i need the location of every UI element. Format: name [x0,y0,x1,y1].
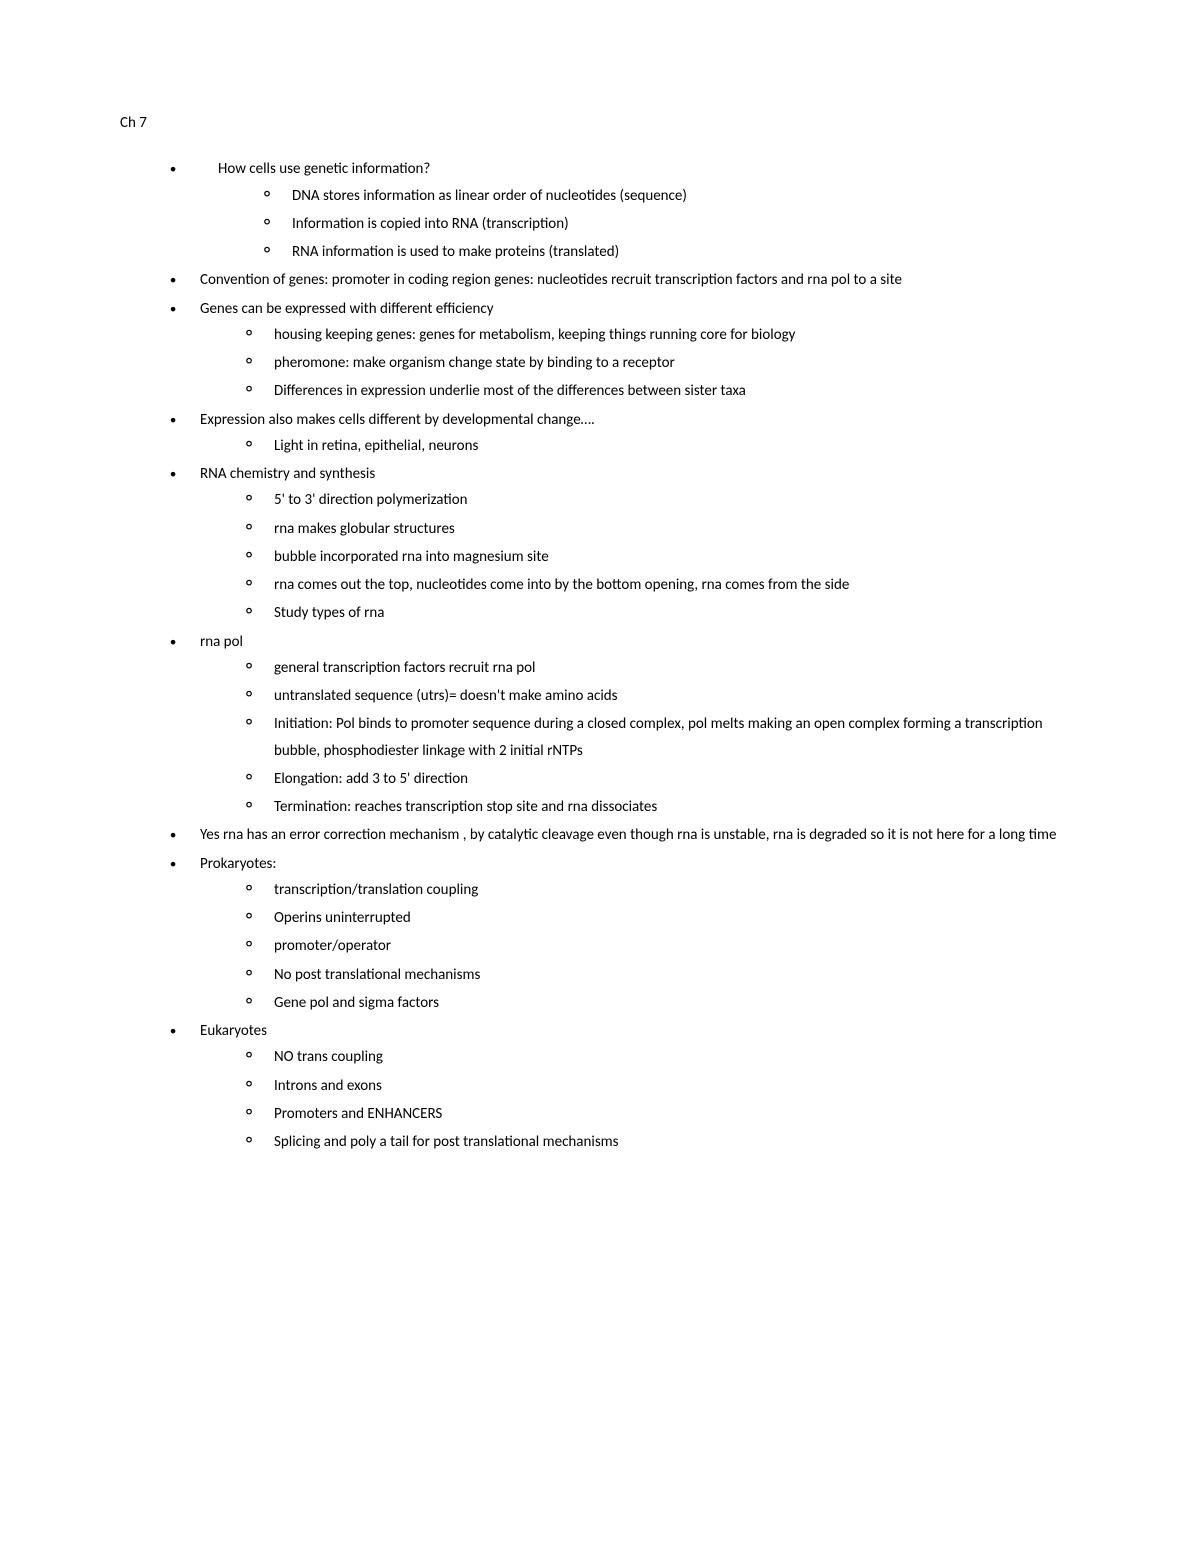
list-item-text: Yes rna has an error correction mechanis… [200,826,1056,844]
list-item: untranslated sequence (utrs)= doesn't ma… [240,683,1080,709]
list-item: Eukaryotes NO trans coupling Introns and e… [160,1018,1080,1155]
list-item-text: Termination: reaches transcription stop … [274,798,657,816]
list-item: Yes rna has an error correction mechanis… [160,822,1080,848]
list-item-text: How cells use genetic information? [218,160,430,178]
list-item: general transcription factors recruit rn… [240,655,1080,681]
list-item: Convention of genes: promoter in coding … [160,267,1080,293]
list-item-text: Differences in expression underlie most … [274,382,746,400]
sublist: housing keeping genes: genes for metabol… [200,322,1080,405]
sublist: DNA stores information as linear order o… [218,183,1080,266]
list-item-text: rna comes out the top, nucleotides come … [274,576,849,594]
list-item-text: rna makes globular structures [274,520,455,538]
list-item-text: RNA chemistry and synthesis [200,465,375,483]
list-item: RNA information is used to make proteins… [258,239,1080,265]
list-item-text: Information is copied into RNA (transcri… [292,215,569,233]
list-item: RNA chemistry and synthesis 5' to 3' dire… [160,461,1080,627]
list-item: bubble incorporated rna into magnesium s… [240,544,1080,570]
list-item: Termination: reaches transcription stop … [240,794,1080,820]
list-item-text: NO trans coupling [274,1048,383,1066]
list-item-text: housing keeping genes: genes for metabol… [274,326,795,344]
list-item: No post translational mechanisms [240,962,1080,988]
list-item: pheromone: make organism change state by… [240,350,1080,376]
list-item: Operins uninterrupted [240,905,1080,931]
list-item-text: No post translational mechanisms [274,966,480,984]
list-item: Expression also makes cells different by… [160,407,1080,460]
list-item-text: Elongation: add 3 to 5' direction [274,770,468,788]
list-item: housing keeping genes: genes for metabol… [240,322,1080,348]
list-item-text: rna pol [200,633,243,651]
list-item-text: Light in retina, epithelial, neurons [274,437,478,455]
list-item-text: transcription/translation coupling [274,881,478,899]
list-item: rna makes globular structures [240,516,1080,542]
list-item-text: general transcription factors recruit rn… [274,659,536,677]
list-item-text: 5' to 3' direction polymerization [274,491,468,509]
outline-list: How cells use genetic information? DNA st… [120,156,1080,1155]
list-item: Light in retina, epithelial, neurons [240,433,1080,459]
list-item-text: Prokaryotes: [200,855,276,873]
list-item: rna pol general transcription factors rec… [160,629,1080,821]
list-item-text: Genes can be expressed with different ef… [200,300,494,318]
list-item-text: Promoters and ENHANCERS [274,1105,442,1123]
list-item-text: Gene pol and sigma factors [274,994,439,1012]
list-item: Gene pol and sigma factors [240,990,1080,1016]
list-item: DNA stores information as linear order o… [258,183,1080,209]
list-item: Introns and exons [240,1073,1080,1099]
list-item-text: bubble incorporated rna into magnesium s… [274,548,549,566]
list-item-text: Convention of genes: promoter in coding … [200,271,902,289]
list-item-text: pheromone: make organism change state by… [274,354,675,372]
list-item: rna comes out the top, nucleotides come … [240,572,1080,598]
list-item-text: promoter/operator [274,937,391,955]
list-item: Prokaryotes: transcription/translation co… [160,851,1080,1017]
list-item-text: Introns and exons [274,1077,382,1095]
list-item-text: untranslated sequence (utrs)= doesn't ma… [274,687,618,705]
sublist: NO trans coupling Introns and exons Promot… [200,1044,1080,1155]
list-item: Study types of rna [240,600,1080,626]
list-item: Information is copied into RNA (transcri… [258,211,1080,237]
list-item: Promoters and ENHANCERS [240,1101,1080,1127]
sublist: Light in retina, epithelial, neurons [200,433,1080,459]
list-item-text: DNA stores information as linear order o… [292,187,687,205]
list-item: promoter/operator [240,933,1080,959]
list-item-text: Expression also makes cells different by… [200,411,595,429]
list-item: Differences in expression underlie most … [240,378,1080,404]
page-title: Ch 7 [120,110,1080,136]
list-item-text: Initiation: Pol binds to promoter sequen… [274,715,1043,759]
list-item: Initiation: Pol binds to promoter sequen… [240,711,1080,764]
list-item: NO trans coupling [240,1044,1080,1070]
sublist: general transcription factors recruit rn… [200,655,1080,821]
sublist: 5' to 3' direction polymerization rna mak… [200,487,1080,626]
list-item: 5' to 3' direction polymerization [240,487,1080,513]
list-item-text: RNA information is used to make proteins… [292,243,619,261]
list-item: Elongation: add 3 to 5' direction [240,766,1080,792]
sublist: transcription/translation coupling Operin… [200,877,1080,1016]
list-item: Genes can be expressed with different ef… [160,296,1080,405]
list-item-text: Study types of rna [274,604,384,622]
list-item-text: Eukaryotes [200,1022,267,1040]
list-item: transcription/translation coupling [240,877,1080,903]
list-item-text: Splicing and poly a tail for post transl… [274,1133,619,1151]
list-item: Splicing and poly a tail for post transl… [240,1129,1080,1155]
list-item: How cells use genetic information? DNA st… [160,156,1080,265]
list-item-text: Operins uninterrupted [274,909,411,927]
